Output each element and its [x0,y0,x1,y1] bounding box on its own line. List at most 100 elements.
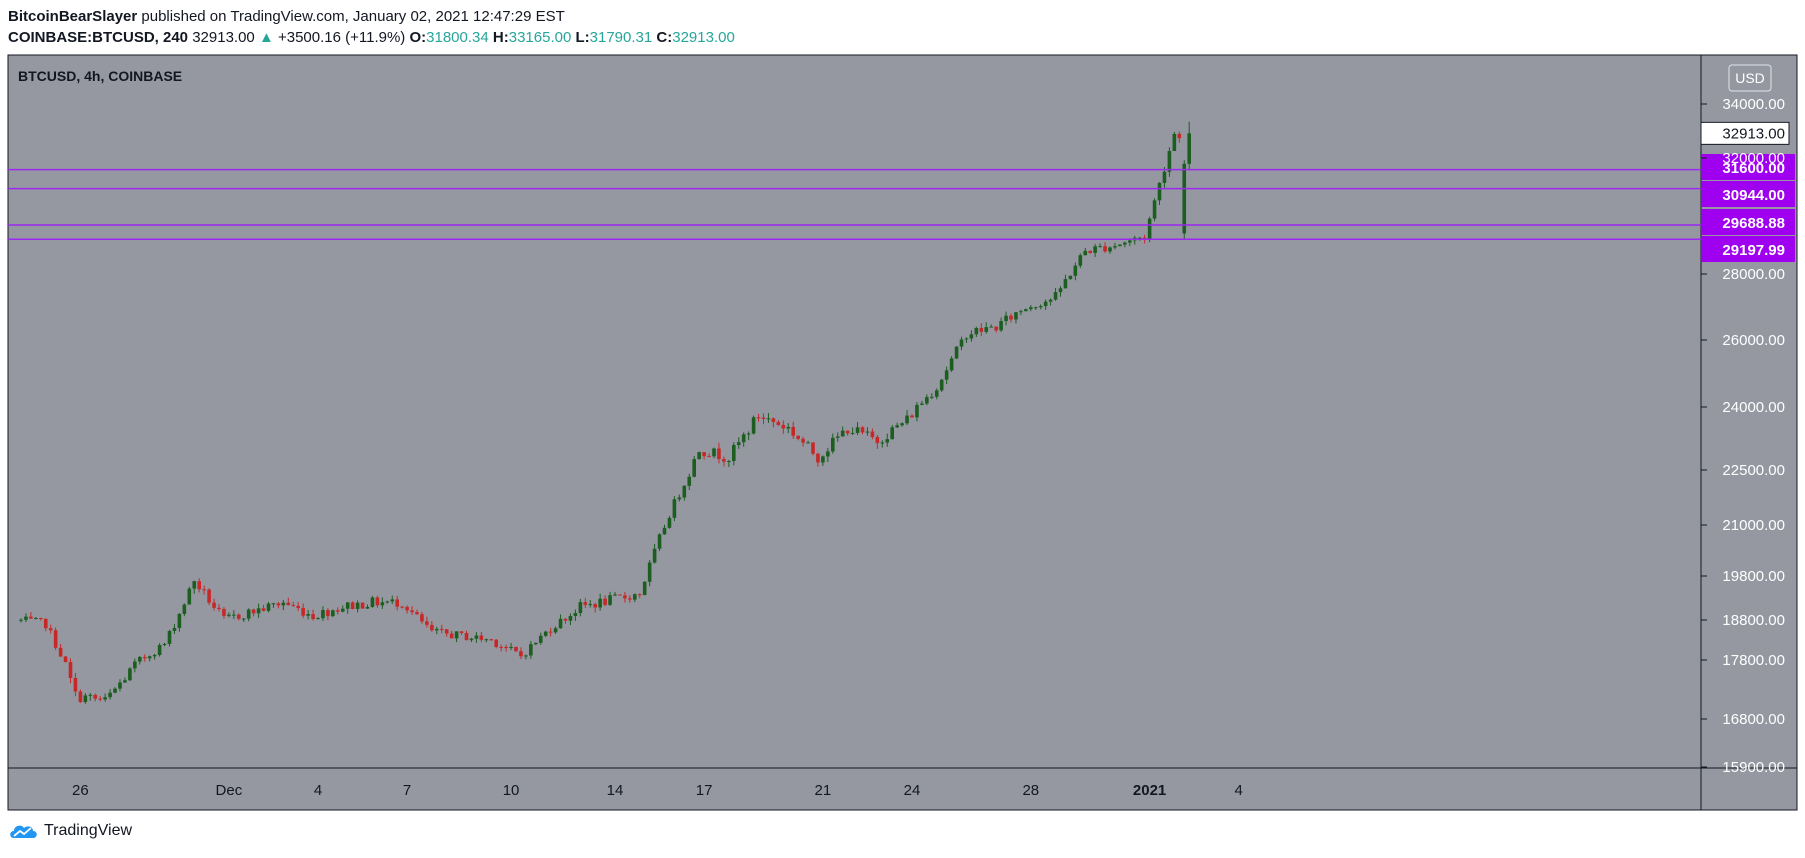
candle-body [509,646,513,648]
low-label: L: [575,29,590,46]
candle [761,413,766,425]
candle [1009,313,1013,323]
candle-body [133,661,137,669]
candle [633,593,637,603]
candle-body [256,608,261,614]
candle-body [543,631,548,636]
candle [430,620,434,632]
candle-body [439,628,444,630]
candle-body [365,606,370,609]
candle-body [900,423,904,426]
candle [692,455,696,478]
candle [34,616,38,620]
currency-button[interactable]: USD [1728,64,1772,92]
candle [222,607,226,619]
candle-body [766,418,771,420]
y-tick-label: 32000.00 [1722,150,1785,167]
candle [746,431,751,441]
candle-body [583,602,588,605]
candle [578,598,583,617]
candle-body [261,608,266,611]
high-label: H: [492,29,509,46]
symbol-label: COINBASE:BTCUSD, 240 [8,29,189,46]
candle-body [232,614,236,616]
candle [1113,242,1117,250]
candle-body [410,610,414,613]
x-tick-label: 28 [1022,782,1039,799]
candle [271,602,276,608]
y-tick-label: 16800.00 [1722,711,1785,728]
candle-body [138,656,142,662]
publish-line: BitcoinBearSlayer published on TradingVi… [8,6,735,27]
y-tick-label: 21000.00 [1722,517,1785,534]
candle-body [1038,306,1043,308]
candle-body [157,645,162,655]
candle-body [48,628,53,631]
candle-body [801,438,805,443]
candle-body [93,694,98,699]
candle-body [484,639,489,641]
candle-body [796,435,800,439]
candle-body [355,602,360,609]
candle [291,601,296,607]
candle-body [316,618,320,620]
chart-plot-area[interactable] [7,54,1702,769]
candle [702,451,706,460]
candle [989,324,993,328]
candle-body [558,618,563,629]
candle-body [959,339,964,347]
candle-body [741,434,746,443]
candle [915,402,919,422]
candle-body [1123,242,1127,245]
close-value: 32913.00 [672,29,735,46]
candle [1108,246,1112,254]
candle-body [1088,250,1092,253]
candle [756,413,761,422]
x-tick-label: 24 [904,782,921,799]
candle [321,606,325,621]
candle [1098,243,1102,248]
candle-body [692,459,696,477]
tradingview-logo[interactable]: TradingView [8,822,132,840]
candle [969,330,974,342]
author-name[interactable]: BitcoinBearSlayer [8,8,138,25]
candle [345,601,350,614]
candle [103,693,107,702]
level-label-text: 30944.00 [1722,187,1785,204]
candle-body [435,628,439,631]
candle-body [1063,279,1068,289]
candle [1078,253,1083,269]
candle-body [613,594,617,596]
candle-body [1014,312,1018,320]
candle-body [603,598,607,605]
candle [251,608,256,617]
candle [1083,247,1088,256]
price-chart[interactable]: 31600.00 30944.00 29688.88 29197.99 34000.0… [0,0,1805,820]
candle [826,447,830,463]
candle [791,421,795,439]
candle-body [1029,307,1033,310]
candle [722,456,726,467]
levels-group: 31600.00 30944.00 29688.88 29197.99 [8,154,1795,262]
candle-body [1103,246,1107,252]
candle-body [573,613,578,616]
candle-body [831,437,835,452]
candle [727,459,731,467]
candle [741,432,746,447]
candle [712,447,716,459]
candle-body [1078,255,1083,266]
candle-body [1058,288,1063,293]
candle-body [1177,133,1182,139]
candle-body [954,346,959,359]
open-label: O: [409,29,427,46]
candle [1073,262,1078,281]
chart-title: BTCUSD, 4h, COINBASE [18,68,182,84]
candle [93,693,98,702]
candle-body [340,608,345,612]
candle [652,543,657,564]
candle-body [949,358,954,371]
time-axis[interactable] [7,767,1702,811]
candle [1058,286,1063,297]
candle-body [865,431,870,433]
candle [504,644,508,652]
